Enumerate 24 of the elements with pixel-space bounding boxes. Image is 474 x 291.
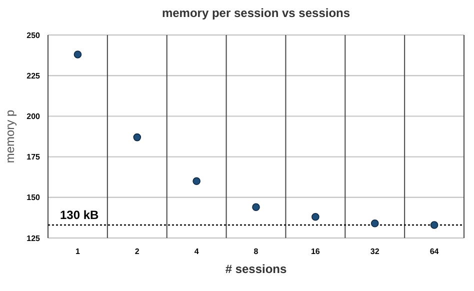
y-axis-title: memory p (3, 110, 17, 164)
point (370, 219, 379, 228)
point (252, 203, 260, 212)
chart-title: memory per session vs sessions (162, 6, 350, 20)
y-tick-label: 125 (26, 234, 41, 243)
y-tick-label: 175 (26, 152, 41, 162)
point (312, 212, 320, 221)
y-tick-label: 225 (26, 71, 41, 80)
x-tick-label: 1 (75, 247, 80, 256)
x-tick-label: 16 (310, 247, 320, 256)
x-tick-label: 4 (194, 247, 200, 256)
point (74, 50, 82, 58)
x-tick-label: 32 (370, 247, 380, 256)
x-axis-title: # sessions (225, 262, 288, 276)
ref-line-label: 130 kB (60, 208, 100, 222)
point (133, 133, 142, 142)
y-tick-label: 250 (26, 30, 41, 40)
point (192, 177, 200, 186)
x-tick-label: 8 (254, 247, 259, 256)
y-tick-label: 200 (26, 112, 41, 121)
x-tick-label: 2 (134, 247, 140, 256)
point (430, 221, 438, 229)
x-tick-label: 64 (430, 247, 440, 256)
y-tick-label: 150 (26, 193, 41, 202)
